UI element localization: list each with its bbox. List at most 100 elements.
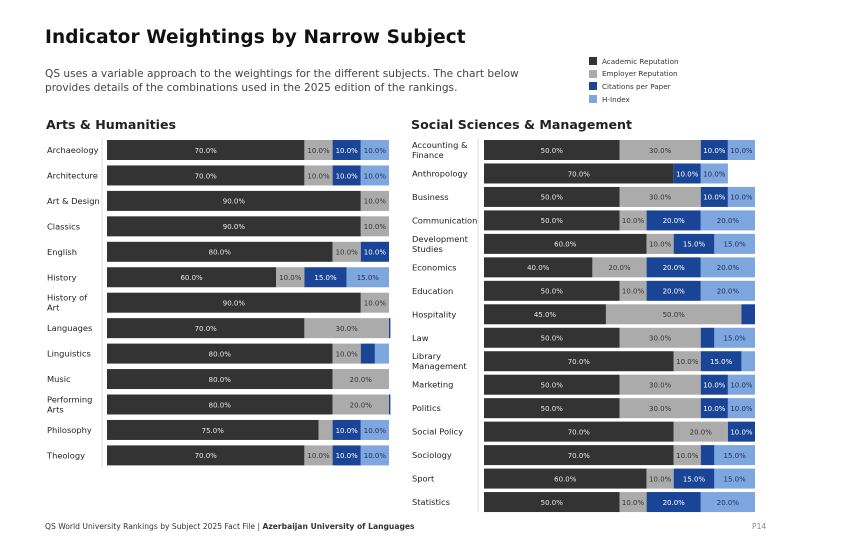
category-label: Anthropology	[412, 168, 468, 178]
bar-segment	[360, 445, 389, 466]
bar-data-label: 10.0%	[676, 170, 699, 178]
category-label: Law	[412, 333, 429, 343]
bar-data-label: 60.0%	[554, 241, 577, 249]
bar-data-label: 10.0%	[336, 249, 359, 257]
bar-segment	[646, 492, 701, 513]
bar-data-label: 10.0%	[364, 172, 387, 180]
bar-segment	[484, 280, 620, 301]
bar-segment	[673, 163, 701, 184]
bar-segment	[107, 190, 361, 211]
legend-swatch-citations	[589, 82, 597, 91]
bar-data-label: 70.0%	[568, 358, 591, 366]
bar-segment	[700, 445, 715, 466]
bar-segment	[484, 304, 606, 325]
bar-segment	[619, 280, 647, 301]
bar-segment	[360, 190, 389, 211]
bar-data-label: 15.0%	[710, 358, 733, 366]
category-label: Theology	[46, 450, 85, 460]
bar-segment	[107, 216, 361, 237]
bar-segment	[727, 421, 755, 442]
bar-data-label: 60.0%	[180, 274, 203, 282]
bar-segment	[714, 445, 755, 466]
bar-segment	[484, 374, 620, 395]
legend-label: Citations per Paper	[602, 81, 671, 91]
bar-segment	[727, 374, 755, 395]
bar-data-label: 50.0%	[541, 499, 564, 507]
bar-data-label: 10.0%	[622, 217, 645, 225]
bar-data-label: 10.0%	[336, 350, 359, 358]
category-label: Performing Arts	[47, 395, 92, 415]
bar-data-label: 20.0%	[690, 428, 713, 436]
category-label: Library Management	[412, 351, 467, 371]
bar-segment	[484, 257, 593, 278]
bar-data-label: 20.0%	[717, 288, 740, 296]
bar-segment	[332, 343, 361, 364]
bar-segment	[646, 233, 674, 254]
bar-data-label: 80.0%	[209, 350, 232, 358]
bar-segment	[646, 468, 674, 489]
legend-item-hindex: H-Index	[589, 93, 679, 106]
bar-segment	[332, 140, 361, 160]
bar-segment	[107, 318, 305, 339]
legend-label: Employer Reputation	[602, 69, 678, 79]
bar-segment	[107, 369, 333, 390]
category-label: Social Policy	[412, 427, 463, 437]
bar-segment	[389, 394, 391, 415]
footer-text: QS World University Rankings by Subject …	[45, 522, 261, 531]
bar-data-label: 15.0%	[314, 274, 337, 282]
bar-segment	[484, 186, 620, 207]
category-label: Business	[412, 192, 449, 202]
bar-segment	[714, 233, 755, 254]
bar-segment	[107, 343, 333, 364]
bar-data-label: 10.0%	[703, 382, 726, 390]
bar-data-label: 90.0%	[223, 300, 246, 308]
bar-segment	[276, 267, 305, 288]
bar-segment	[605, 304, 742, 325]
bar-data-label: 20.0%	[663, 217, 686, 225]
bar-segment	[304, 318, 389, 339]
bar-data-label: 50.0%	[541, 147, 564, 155]
bar-data-label: 80.0%	[209, 401, 232, 409]
bar-data-label: 20.0%	[608, 264, 631, 272]
bar-data-label: 70.0%	[568, 170, 591, 178]
bar-segment	[304, 165, 333, 186]
social-sciences-title: Social Sciences & Management	[411, 117, 633, 132]
bar-data-label: 10.0%	[336, 427, 359, 435]
category-label: Linguistics	[47, 349, 91, 359]
category-label: Sport	[412, 474, 435, 484]
bar-segment	[741, 304, 755, 325]
category-label: Development Studies	[412, 234, 469, 254]
bar-data-label: 50.0%	[541, 335, 564, 343]
bar-data-label: 10.0%	[730, 382, 753, 390]
category-label: Politics	[412, 403, 441, 413]
bar-segment	[646, 257, 701, 278]
bar-segment	[619, 492, 647, 513]
category-label: Architecture	[47, 170, 98, 180]
bar-data-label: 70.0%	[568, 452, 591, 460]
bar-segment	[484, 468, 647, 489]
bar-data-label: 90.0%	[223, 198, 246, 206]
bar-data-label: 80.0%	[209, 249, 232, 257]
bar-segment	[360, 419, 389, 440]
footer-university: Azerbaijan University of Languages	[262, 522, 415, 531]
category-label: Art & Design	[47, 196, 100, 206]
bar-data-label: 10.0%	[703, 147, 726, 155]
bar-segment	[360, 241, 389, 262]
bar-segment	[484, 421, 674, 442]
bar-data-label: 15.0%	[724, 241, 747, 249]
bar-segment	[389, 318, 391, 339]
bar-data-label: 90.0%	[223, 223, 246, 231]
bar-segment	[107, 267, 277, 288]
bar-data-label: 10.0%	[649, 475, 672, 483]
bar-data-label: 70.0%	[195, 325, 218, 333]
bar-segment	[741, 351, 755, 372]
bar-segment	[619, 374, 701, 395]
category-label: Hospitality	[412, 309, 456, 319]
bar-segment	[332, 445, 361, 466]
bar-segment	[484, 445, 674, 466]
category-label: Marketing	[412, 380, 453, 390]
bar-segment	[673, 421, 728, 442]
bar-data-label: 20.0%	[350, 401, 373, 409]
bar-data-label: 50.0%	[541, 194, 564, 202]
bar-segment	[360, 216, 389, 237]
